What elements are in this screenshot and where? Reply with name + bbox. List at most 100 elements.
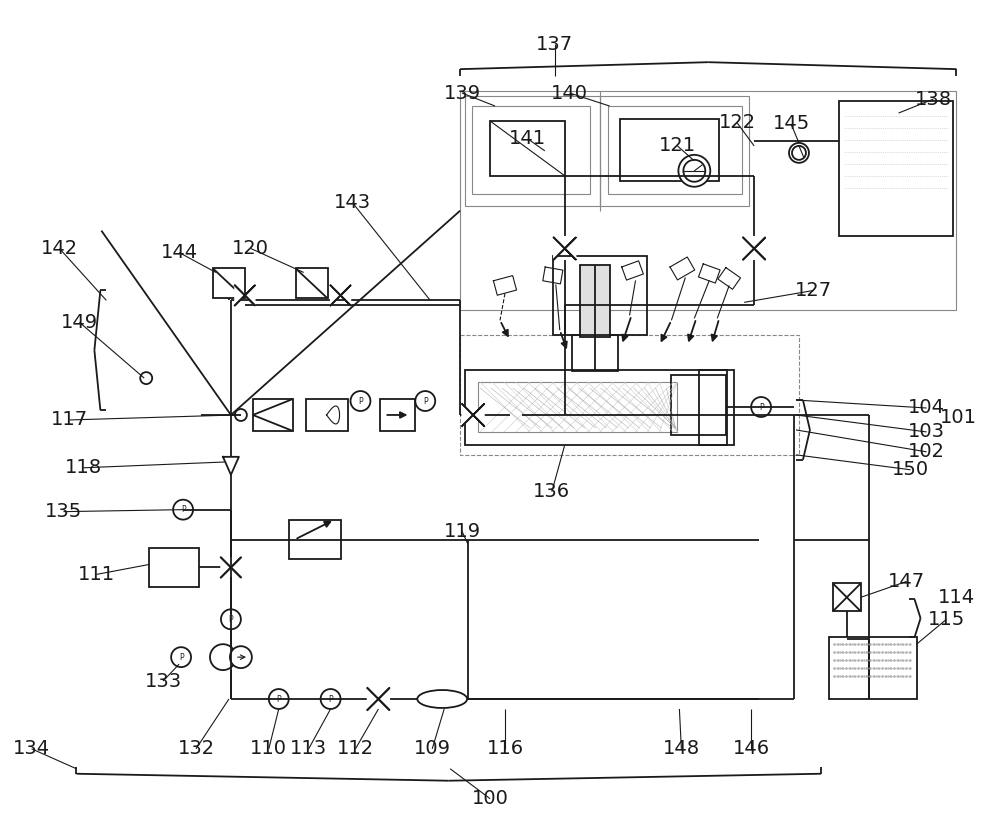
Text: 102: 102 [908,442,945,462]
Bar [600,96,749,206]
Text: 148: 148 [663,739,700,759]
Bar [465,96,600,206]
Text: 142: 142 [41,239,78,258]
Polygon shape [231,558,241,577]
Bar [296,269,328,299]
Circle shape [269,689,289,709]
Text: 141: 141 [509,129,546,148]
Polygon shape [367,688,378,710]
Text: 122: 122 [719,113,756,133]
Text: 145: 145 [772,115,810,133]
Bar [380,399,415,431]
Circle shape [351,391,370,411]
Circle shape [751,397,771,417]
Circle shape [173,500,193,519]
Text: 114: 114 [938,588,975,607]
Text: 120: 120 [232,239,269,258]
Circle shape [683,160,705,182]
Circle shape [140,372,152,384]
Circle shape [789,143,809,163]
Text: 103: 103 [908,422,945,441]
Polygon shape [473,404,484,426]
Bar [490,121,565,176]
Circle shape [415,391,435,411]
Bar [829,637,917,699]
Circle shape [235,409,247,421]
Text: 118: 118 [65,458,102,477]
Text: 115: 115 [928,610,965,628]
Text: 144: 144 [161,243,198,262]
Text: 140: 140 [551,84,588,103]
Circle shape [321,689,341,709]
Text: 109: 109 [414,739,451,759]
Text: 150: 150 [892,460,929,479]
Text: P: P [328,694,333,703]
Circle shape [210,644,236,670]
Text: 146: 146 [733,739,770,759]
Text: 110: 110 [250,739,287,759]
Text: 135: 135 [45,502,82,521]
Bar [465,370,734,445]
Text: 113: 113 [290,739,327,759]
Text: P: P [358,396,363,405]
Bar [620,119,719,181]
Text: P: P [229,615,233,624]
Polygon shape [565,238,576,260]
Circle shape [221,610,241,629]
Text: 104: 104 [908,399,945,418]
Bar [472,106,590,194]
Circle shape [230,646,252,668]
Text: 134: 134 [13,739,50,759]
Text: 133: 133 [145,672,182,690]
Text: 147: 147 [888,572,925,591]
Text: P: P [759,402,763,412]
Text: 127: 127 [795,281,832,300]
Polygon shape [554,238,565,260]
Text: 149: 149 [61,313,98,332]
Text: 112: 112 [337,739,374,759]
Polygon shape [223,457,239,475]
Text: 119: 119 [444,522,481,541]
Text: 137: 137 [536,35,573,54]
Bar [213,269,245,299]
Text: 100: 100 [472,789,508,808]
Bar [460,91,956,310]
Ellipse shape [417,690,467,708]
Bar [833,584,861,611]
Bar [572,335,618,371]
Bar [149,548,199,588]
Polygon shape [235,286,245,305]
Text: 101: 101 [940,409,977,427]
Bar [478,382,677,432]
Polygon shape [462,404,473,426]
Polygon shape [754,238,765,260]
Polygon shape [378,688,389,710]
Bar [289,519,341,559]
Text: 139: 139 [444,84,481,103]
Bar [699,370,727,445]
Text: P: P [276,694,281,703]
Bar [553,256,647,335]
Polygon shape [331,286,341,305]
Text: 138: 138 [915,90,952,108]
Text: 143: 143 [334,193,371,212]
Polygon shape [221,558,231,577]
Bar [460,335,799,455]
Text: 136: 136 [533,482,570,501]
Text: 121: 121 [659,137,696,155]
Bar [580,265,610,337]
Polygon shape [245,286,255,305]
Text: P: P [179,653,183,662]
Text: 117: 117 [51,410,88,430]
Bar [608,106,742,194]
Circle shape [171,647,191,667]
Circle shape [792,146,806,160]
Bar [839,101,953,235]
Circle shape [678,155,710,186]
Text: 132: 132 [177,739,215,759]
Text: 116: 116 [486,739,524,759]
Bar [253,399,293,431]
Text: P: P [423,396,428,405]
Text: P: P [181,505,185,514]
Bar [306,399,348,431]
